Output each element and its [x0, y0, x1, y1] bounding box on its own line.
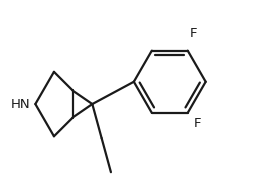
Text: HN: HN [11, 98, 30, 111]
Text: F: F [190, 27, 198, 40]
Text: F: F [194, 117, 202, 130]
